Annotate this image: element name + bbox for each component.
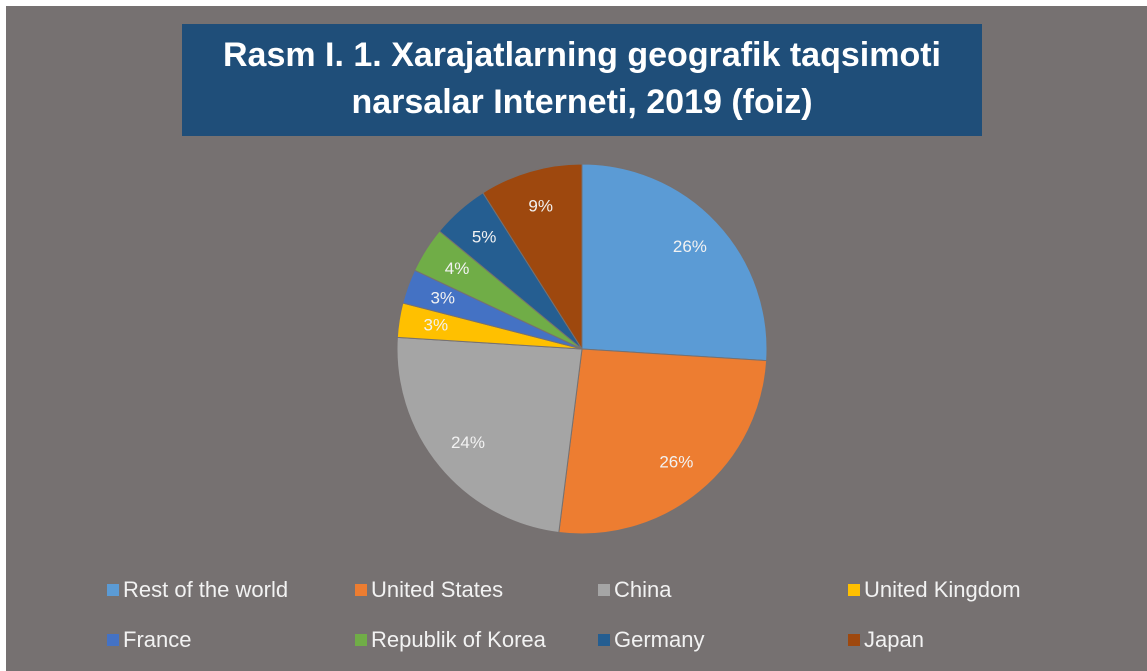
legend-swatch xyxy=(355,634,367,646)
value-label: 5% xyxy=(472,227,497,246)
value-label: 9% xyxy=(528,196,553,215)
pie-slice xyxy=(396,336,583,534)
legend-label: Republik of Korea xyxy=(371,627,547,652)
pie-slice xyxy=(558,348,768,535)
legend-label: United Kingdom xyxy=(864,577,1021,602)
value-label: 3% xyxy=(430,288,455,307)
pie-slice xyxy=(581,163,768,362)
value-label: 3% xyxy=(424,315,449,334)
legend-label: France xyxy=(123,627,191,652)
legend-swatch xyxy=(355,584,367,596)
legend-swatch xyxy=(848,584,860,596)
legend-label: China xyxy=(614,577,672,602)
value-label: 26% xyxy=(659,453,693,472)
legend-swatch xyxy=(598,634,610,646)
legend-label: Japan xyxy=(864,627,924,652)
value-label: 26% xyxy=(673,237,707,256)
legend-label: Rest of the world xyxy=(123,577,288,602)
pie-slice xyxy=(482,163,583,351)
value-label: 24% xyxy=(451,433,485,452)
legend-swatch xyxy=(107,584,119,596)
legend-swatch xyxy=(598,584,610,596)
value-label: 4% xyxy=(445,259,470,278)
legend-label: Germany xyxy=(614,627,704,652)
legend-label: United States xyxy=(371,577,503,602)
chart-title: narsalar Interneti, 2019 (foiz) xyxy=(351,83,812,121)
legend-swatch xyxy=(848,634,860,646)
chart-title: Rasm I. 1. Xarajatlarning geografik taqs… xyxy=(223,36,941,74)
legend-swatch xyxy=(107,634,119,646)
title-box xyxy=(182,24,982,136)
